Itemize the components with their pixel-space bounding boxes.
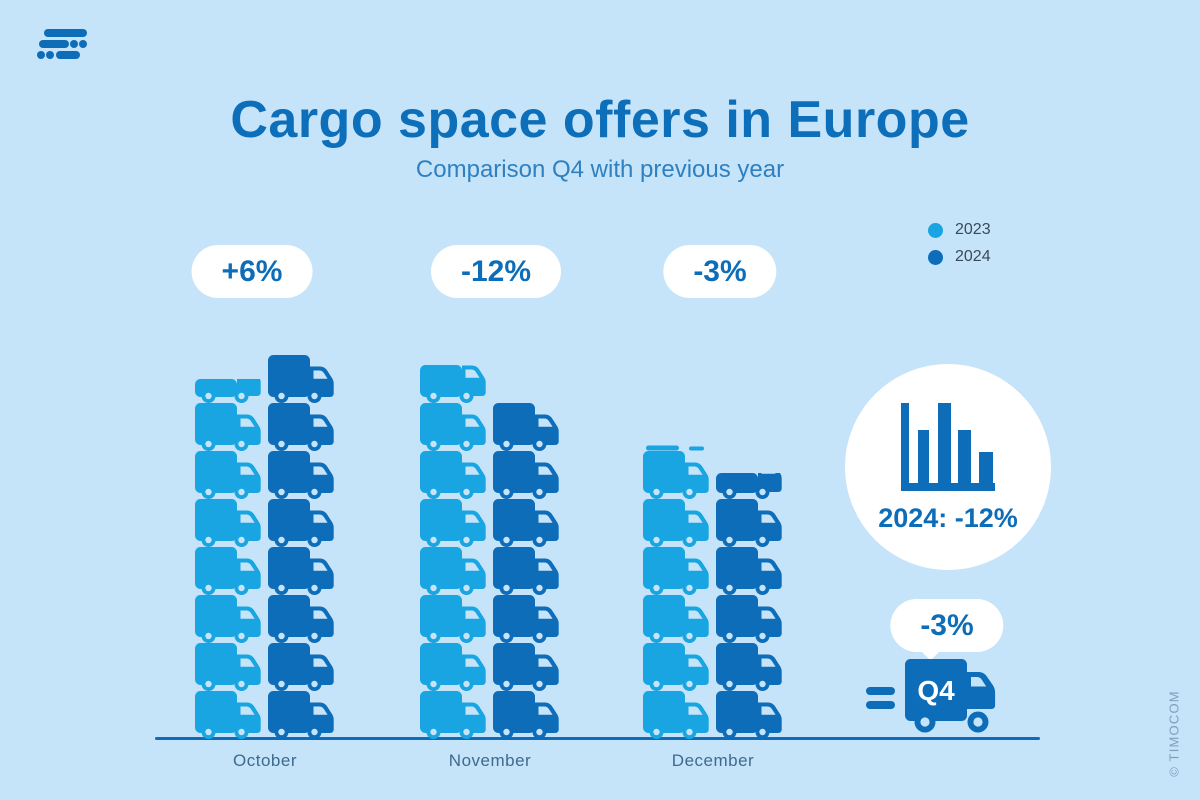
truck-icon-2023 — [643, 444, 710, 451]
legend-dot-2023-icon — [928, 223, 943, 238]
bar-chart-icon — [901, 403, 995, 491]
truck-icon-2024 — [268, 499, 335, 547]
truck-icon-2024 — [716, 473, 783, 499]
summary-circle: 2024: -12% — [845, 364, 1051, 570]
change-badge-december: -3% — [663, 245, 776, 298]
truck-icon-2024 — [268, 691, 335, 739]
truck-icon-2024 — [716, 643, 783, 691]
truck-icon-2024 — [716, 691, 783, 739]
truck-icon-2023 — [195, 451, 262, 499]
truck-icon-2023 — [195, 379, 262, 403]
truck-icon-2023 — [195, 691, 262, 739]
axis-label-november: November — [449, 751, 531, 771]
truck-icon-2023 — [420, 643, 487, 691]
truck-icon-2023 — [420, 547, 487, 595]
truck-stack-2023-october — [195, 379, 262, 739]
truck-stack-2024-october — [268, 355, 335, 739]
truck-icon-2023 — [420, 499, 487, 547]
truck-stack-2024-november — [493, 403, 560, 739]
truck-icon-2024 — [493, 691, 560, 739]
truck-icon-2023 — [420, 403, 487, 451]
truck-icon-2024 — [493, 643, 560, 691]
legend-label: 2024 — [955, 248, 991, 266]
truck-stack-2024-december — [716, 473, 783, 739]
timocom-logo-icon — [34, 27, 90, 61]
copyright-text: © TIMOCOM — [1167, 682, 1182, 786]
truck-icon-2024 — [716, 547, 783, 595]
truck-icon-2024 — [493, 451, 560, 499]
truck-icon-2023 — [195, 499, 262, 547]
truck-icon-2023 — [643, 451, 710, 499]
truck-icon-2023 — [195, 547, 262, 595]
truck-icon-2023 — [195, 595, 262, 643]
truck-icon-2023 — [420, 595, 487, 643]
legend-label: 2023 — [955, 221, 991, 239]
truck-icon-2023 — [643, 547, 710, 595]
truck-icon-2023 — [643, 643, 710, 691]
truck-icon-2023 — [643, 499, 710, 547]
equals-icon — [866, 687, 895, 715]
truck-icon-2024 — [268, 355, 335, 403]
truck-icon-2023 — [643, 595, 710, 643]
truck-icon-2024 — [493, 595, 560, 643]
truck-stack-2023-november — [420, 365, 487, 739]
truck-icon-2023 — [195, 403, 262, 451]
truck-icon-2023 — [420, 691, 487, 739]
change-badge-october: +6% — [192, 245, 313, 298]
q4-truck-label: Q4 — [917, 675, 955, 706]
truck-icon-2024 — [268, 643, 335, 691]
summary-value: 2024: -12% — [878, 503, 1018, 534]
q4-change-badge: -3% — [890, 599, 1003, 652]
legend: 2023 2024 — [928, 221, 991, 275]
truck-icon-2023 — [643, 691, 710, 739]
legend-dot-2024-icon — [928, 250, 943, 265]
axis-label-october: October — [233, 751, 297, 771]
truck-icon-2024 — [268, 547, 335, 595]
legend-item-2023: 2023 — [928, 221, 991, 239]
page-title: Cargo space offers in Europe — [0, 90, 1200, 150]
page-subtitle: Comparison Q4 with previous year — [0, 156, 1200, 184]
truck-icon-2024 — [716, 499, 783, 547]
change-badge-november: -12% — [431, 245, 561, 298]
truck-icon-2023 — [420, 365, 487, 403]
legend-item-2024: 2024 — [928, 248, 991, 266]
truck-icon-2023 — [195, 643, 262, 691]
truck-icon-2024 — [268, 403, 335, 451]
truck-icon-2024 — [493, 499, 560, 547]
q4-truck-icon: Q4 — [905, 659, 1001, 735]
truck-icon-2024 — [268, 595, 335, 643]
truck-icon-2024 — [493, 403, 560, 451]
infographic-canvas: Cargo space offers in Europe Comparison … — [0, 0, 1200, 800]
truck-icon-2024 — [493, 547, 560, 595]
axis-label-december: December — [672, 751, 754, 771]
truck-icon-2023 — [420, 451, 487, 499]
truck-icon-2024 — [716, 595, 783, 643]
truck-icon-2024 — [268, 451, 335, 499]
truck-stack-2023-december — [643, 444, 710, 739]
